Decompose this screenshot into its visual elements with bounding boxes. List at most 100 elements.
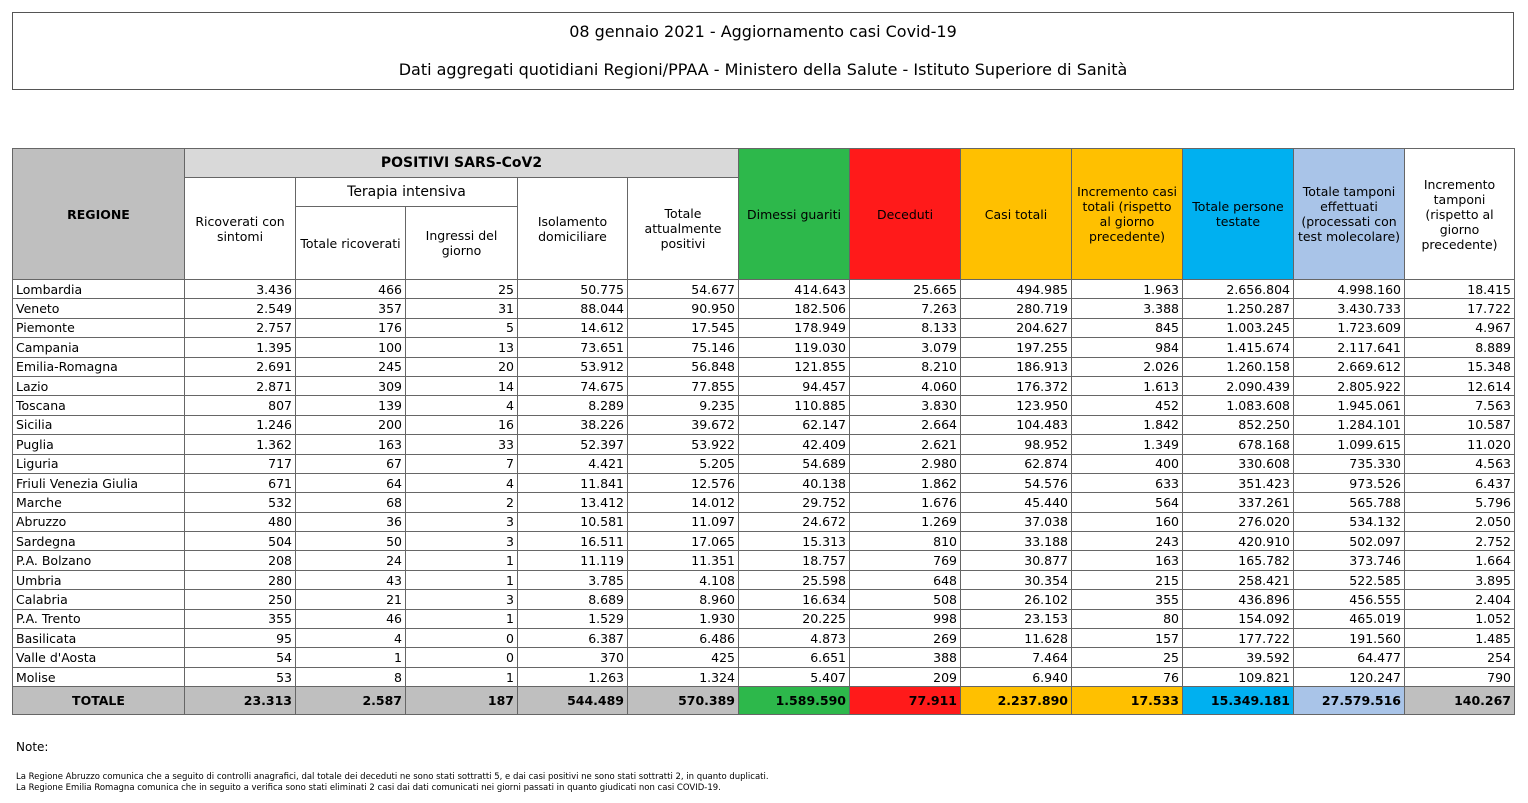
cell: 50 (295, 531, 406, 552)
cell: 648 (849, 569, 961, 591)
cell: 1.395 (184, 337, 296, 358)
cell: Piemonte (12, 317, 185, 339)
cell: 163 (1071, 550, 1183, 571)
cell: 154.092 (1182, 608, 1294, 630)
cell: 24 (295, 550, 406, 571)
cell: 30.877 (960, 550, 1072, 571)
cell: 33.188 (960, 531, 1072, 552)
cell: 26.102 (960, 589, 1072, 610)
cell: 3.430.733 (1293, 298, 1405, 319)
table-row: Campania 1.395 100 13 73.651 75.146 119.030 3.0… (12, 337, 1515, 358)
cell: 351.423 (1182, 472, 1294, 494)
cell: 54.677 (627, 278, 739, 300)
cell: 2.752 (1404, 531, 1515, 552)
cell: 5.796 (1404, 492, 1515, 513)
cell: Basilicata (12, 628, 185, 649)
cell: 2.805.922 (1293, 375, 1405, 397)
cell: 0 (405, 647, 518, 668)
table-row: Sardegna 504 50 3 16.511 17.065 15.313 810 33.18… (12, 531, 1515, 552)
total-row: TOTALE 23.313 2.587 187 544.489 570.389 1.589.… (12, 686, 1515, 716)
cell: 717 (184, 453, 296, 474)
cell: 1 (405, 569, 518, 591)
cell: 14.012 (627, 492, 739, 513)
cell: 6.651 (738, 647, 850, 668)
cell: 400 (1071, 453, 1183, 474)
cell: 1.842 (1071, 414, 1183, 436)
cell: 176.372 (960, 375, 1072, 397)
table-row: P.A. Bolzano 208 24 1 11.119 11.351 18.757 769 3… (12, 550, 1515, 571)
total-cell: 77.911 (849, 686, 961, 716)
header-cell: REGIONE (12, 148, 185, 280)
cell: Sardegna (12, 531, 185, 552)
cell: Toscana (12, 395, 185, 416)
cell: 3.830 (849, 395, 961, 416)
header-cell: Totale tamponi effettuati (processati co… (1293, 148, 1405, 280)
cell: 1.349 (1071, 434, 1183, 455)
cell: 3.079 (849, 337, 961, 358)
cell: 534.132 (1293, 511, 1405, 533)
cell: 8.960 (627, 589, 739, 610)
header-cell: Totale ricoverati (295, 206, 406, 280)
cell: 53 (184, 666, 296, 688)
cell: 309 (295, 375, 406, 397)
cell: 53.922 (627, 434, 739, 455)
cell: 852.250 (1182, 414, 1294, 436)
cell: 258.421 (1182, 569, 1294, 591)
cell: 39.592 (1182, 647, 1294, 668)
cell: 16 (405, 414, 518, 436)
cell: 1.099.615 (1293, 434, 1405, 455)
cell: 13 (405, 337, 518, 358)
cell: 790 (1404, 666, 1515, 688)
cell: 522.585 (1293, 569, 1405, 591)
cell: 769 (849, 550, 961, 571)
cell: 6.940 (960, 666, 1072, 688)
total-cell: 27.579.516 (1293, 686, 1405, 716)
cell: 1.945.061 (1293, 395, 1405, 416)
note-line: La Regione Abruzzo comunica che a seguit… (16, 772, 769, 782)
cell: 414.643 (738, 278, 850, 300)
total-cell: 23.313 (184, 686, 296, 716)
cell: 178.949 (738, 317, 850, 339)
cell: 67 (295, 453, 406, 474)
cell: 56.848 (627, 356, 739, 377)
cell: 16.634 (738, 589, 850, 610)
cell: 4.108 (627, 569, 739, 591)
cell: 250 (184, 589, 296, 610)
cell: 18.757 (738, 550, 850, 571)
cell: 8.889 (1404, 337, 1515, 358)
cell: 8.689 (517, 589, 628, 610)
cell: 494.985 (960, 278, 1072, 300)
notes: Note: La Regione Abruzzo comunica che a … (16, 740, 769, 794)
total-cell: 544.489 (517, 686, 628, 716)
cell: 5 (405, 317, 518, 339)
cell: 807 (184, 395, 296, 416)
notes-label: Note: (16, 740, 49, 754)
table-row: Basilicata 95 4 0 6.387 6.486 4.873 269 11.628 15… (12, 628, 1515, 649)
cell: 1.723.609 (1293, 317, 1405, 339)
cell: 452 (1071, 395, 1183, 416)
cell: 370 (517, 647, 628, 668)
cell: 13.412 (517, 492, 628, 513)
cell: 330.608 (1182, 453, 1294, 474)
cell: Emilia-Romagna (12, 356, 185, 377)
cell: 1.260.158 (1182, 356, 1294, 377)
cell: 9.235 (627, 395, 739, 416)
cell: 2.404 (1404, 589, 1515, 610)
cell: 36 (295, 511, 406, 533)
cell: 43 (295, 569, 406, 591)
cell: 10.581 (517, 511, 628, 533)
cell: 276.020 (1182, 511, 1294, 533)
cell: 176 (295, 317, 406, 339)
cell: 64 (295, 472, 406, 494)
header-cell: Ingressi del giorno (405, 206, 518, 280)
table-row: Marche 532 68 2 13.412 14.012 29.752 1.676 45.44… (12, 492, 1515, 513)
cell: 8.133 (849, 317, 961, 339)
cell: 15.313 (738, 531, 850, 552)
cell: 1.862 (849, 472, 961, 494)
cell: 76 (1071, 666, 1183, 688)
cell: 7.464 (960, 647, 1072, 668)
table-row: Valle d'Aosta 54 1 0 370 425 6.651 388 7.464 25 39… (12, 647, 1515, 668)
cell: 37.038 (960, 511, 1072, 533)
cell: 3.785 (517, 569, 628, 591)
total-cell: 2.237.890 (960, 686, 1072, 716)
